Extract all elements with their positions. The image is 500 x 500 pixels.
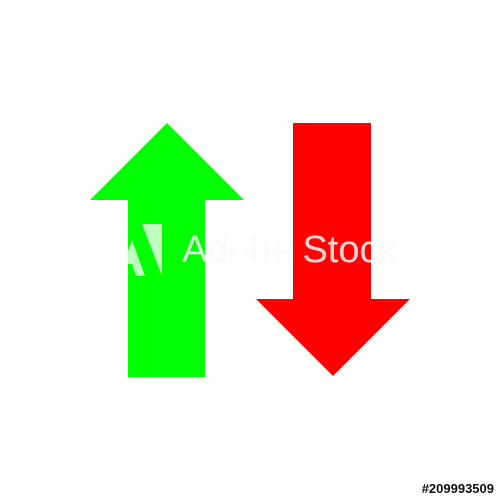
stock-id-label: #209993509	[421, 481, 494, 496]
arrow-down-icon	[256, 123, 410, 376]
arrow-up-icon	[90, 123, 244, 377]
